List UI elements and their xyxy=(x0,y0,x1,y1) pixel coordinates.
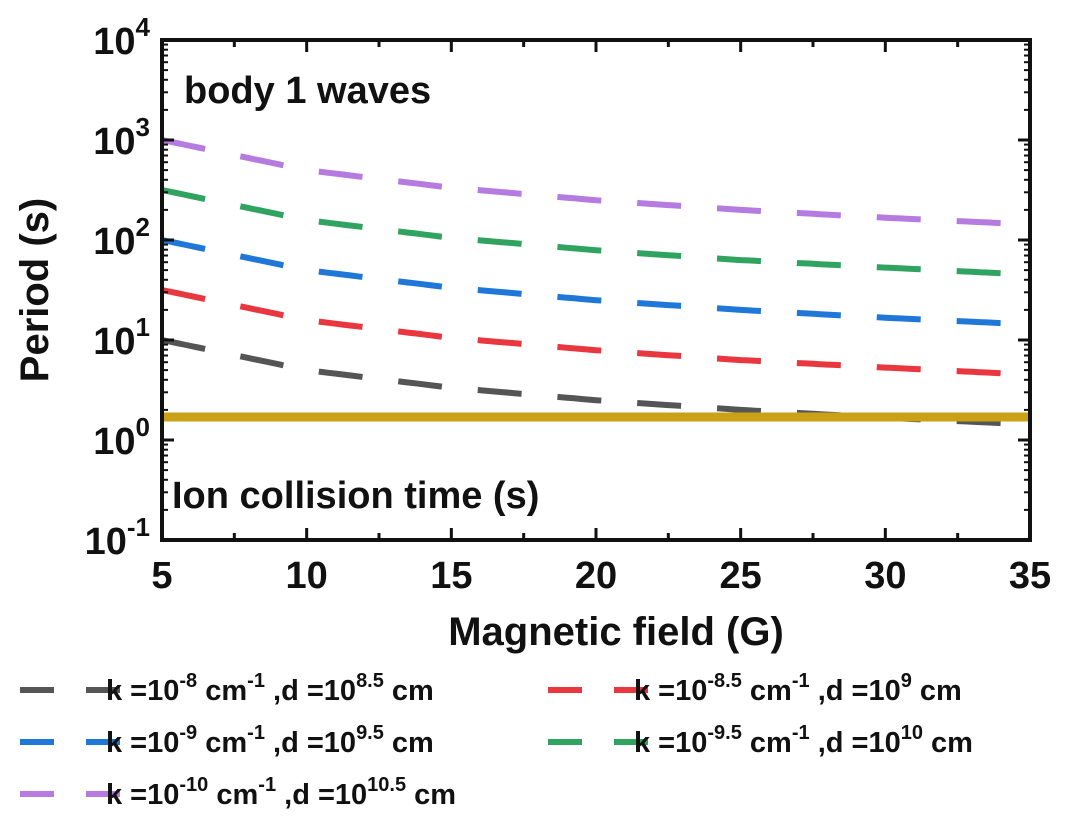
legend-entry: k =10-8 cm-1 ,d =108.5 cm xyxy=(106,670,434,707)
y-tick-label: 10-1 xyxy=(85,512,150,563)
legend: k =10-8 cm-1 ,d =108.5 cm k =10-8.5 cm-1 … xyxy=(20,670,973,811)
y-tick-label: 104 xyxy=(93,12,150,63)
y-tick-label: 100 xyxy=(93,412,150,463)
series-line-3 xyxy=(161,187,1031,278)
legend-entry: k =10-9 cm-1 ,d =109.5 cm xyxy=(106,722,434,759)
annotation-ion-collision: Ion collision time (s) xyxy=(172,475,539,517)
x-tick-label: 20 xyxy=(575,555,617,597)
x-tick-label: 5 xyxy=(151,555,172,597)
series-layer xyxy=(161,137,1031,428)
x-tick-label: 30 xyxy=(864,555,906,597)
x-tick-label: 10 xyxy=(286,555,328,597)
legend-entry: k =10-8.5 cm-1 ,d =109 cm xyxy=(634,670,962,707)
x-tick-label: 35 xyxy=(1009,555,1051,597)
series-line-1 xyxy=(161,287,1031,378)
y-tick-label: 102 xyxy=(93,212,150,263)
legend-entry: k =10-10 cm-1 ,d =1010.5 cm xyxy=(106,774,456,811)
series-line-4 xyxy=(161,137,1031,228)
y-tick-label: 103 xyxy=(93,112,150,163)
annotation-body-waves: body 1 waves xyxy=(184,70,431,112)
series-line-2 xyxy=(161,237,1031,328)
x-tick-label: 15 xyxy=(430,555,472,597)
plot-frame xyxy=(160,38,1032,542)
y-tick-label: 101 xyxy=(93,312,150,363)
x-tick-label: 25 xyxy=(720,555,762,597)
legend-entry: k =10-9.5 cm-1 ,d =1010 cm xyxy=(634,722,973,759)
x-axis-label: Magnetic field (G) xyxy=(448,610,784,654)
y-axis-label: Period (s) xyxy=(13,198,57,382)
ticks-layer: 5 10 15 20 25 30 35 10-1 100 101 102 103 104 xyxy=(85,12,1052,597)
